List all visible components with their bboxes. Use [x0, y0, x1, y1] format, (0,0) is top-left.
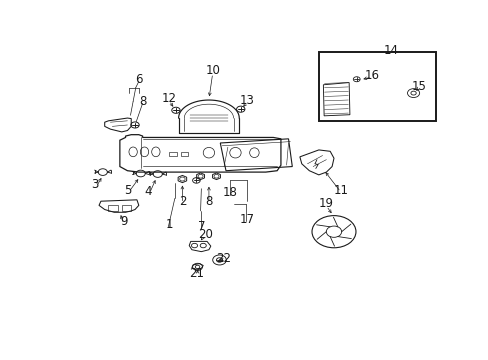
Text: 12: 12: [162, 92, 176, 105]
Text: 5: 5: [123, 184, 131, 197]
Text: 13: 13: [239, 94, 254, 107]
Text: 1: 1: [165, 218, 173, 231]
Text: 2: 2: [178, 195, 186, 208]
Text: 18: 18: [222, 186, 237, 199]
Text: 20: 20: [197, 228, 212, 241]
Text: 8: 8: [205, 195, 212, 208]
Text: 19: 19: [318, 198, 333, 211]
Bar: [108, 205, 118, 211]
Text: 4: 4: [144, 185, 152, 198]
Text: 15: 15: [411, 80, 426, 93]
Text: 6: 6: [135, 73, 142, 86]
Text: 7: 7: [197, 220, 204, 233]
Bar: [122, 205, 131, 211]
Bar: [180, 152, 188, 156]
Text: 3: 3: [91, 178, 99, 191]
Bar: [318, 51, 435, 121]
Bar: [169, 152, 176, 156]
Text: 22: 22: [216, 252, 231, 265]
Text: 21: 21: [189, 267, 204, 280]
Text: 16: 16: [364, 68, 379, 82]
Text: 10: 10: [205, 64, 220, 77]
Text: 9: 9: [120, 216, 127, 229]
Text: 8: 8: [139, 95, 146, 108]
Text: 14: 14: [383, 44, 398, 57]
Text: 11: 11: [333, 184, 348, 197]
Text: 17: 17: [239, 213, 254, 226]
